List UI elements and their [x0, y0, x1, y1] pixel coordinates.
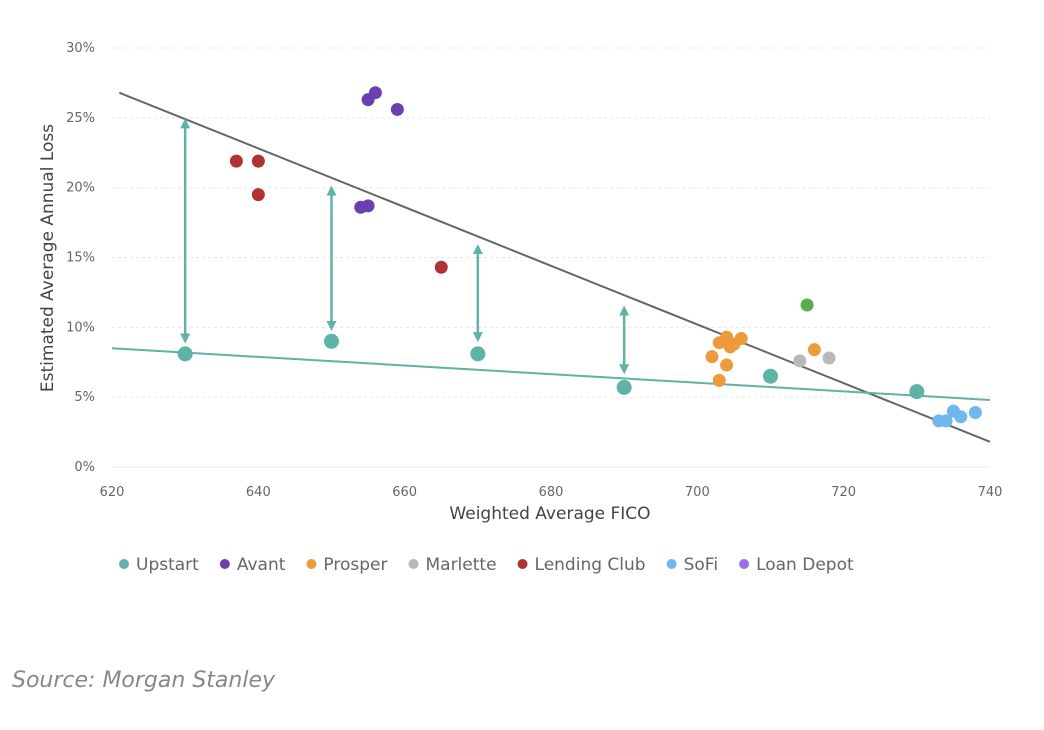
point-upstart — [763, 368, 778, 384]
point-marlette — [793, 354, 807, 368]
point-prosper — [734, 332, 748, 346]
point-upstart — [470, 346, 486, 362]
trend-line — [111, 347, 991, 401]
y-axis-ticks: 0% 5% 10% 15% 20% 25% 30% — [66, 41, 95, 475]
x-tick-label: 640 — [246, 485, 271, 500]
y-tick-label: 0% — [74, 460, 95, 475]
point-sofi — [968, 406, 982, 420]
point-prosper — [807, 343, 821, 357]
point-upstart — [909, 384, 925, 400]
point-extra — [800, 298, 814, 312]
legend-marker-avant — [219, 559, 230, 569]
point-lending-club — [251, 188, 265, 202]
legend-label-prosper: Prosper — [323, 555, 387, 575]
point-upstart — [177, 346, 193, 362]
x-tick-label: 620 — [100, 485, 125, 500]
legend-marker-marlette — [408, 559, 419, 569]
legend-label-marlette: Marlette — [425, 555, 496, 575]
x-tick-label: 700 — [685, 485, 710, 500]
point-upstart — [324, 333, 339, 349]
legend-label-lending-club: Lending Club — [535, 555, 646, 575]
y-tick-label: 15% — [66, 251, 95, 266]
legend-label-loan-depot: Loan Depot — [756, 555, 854, 575]
point-sofi — [939, 414, 953, 428]
legend: Upstart Avant Prosper Marlette Lending Club S… — [119, 555, 854, 575]
point-prosper — [720, 358, 734, 372]
y-tick-label: 20% — [66, 181, 95, 196]
trend-line — [118, 91, 991, 443]
point-upstart — [616, 379, 632, 395]
y-tick-label: 10% — [66, 320, 95, 335]
scatter-chart: 0% 5% 10% 15% 20% 25% 30% 620 640 660 680 700 720 74… — [38, 41, 1003, 575]
x-tick-label: 720 — [831, 485, 856, 500]
point-prosper — [705, 350, 719, 364]
legend-marker-upstart — [119, 559, 129, 569]
data-points — [177, 86, 982, 428]
legend-marker-prosper — [306, 559, 317, 569]
legend-label-avant: Avant — [237, 555, 286, 575]
y-axis-title: Estimated Average Annual Loss — [38, 124, 58, 392]
y-tick-label: 25% — [66, 111, 95, 126]
point-lending-club — [229, 154, 243, 168]
point-marlette — [822, 351, 836, 365]
legend-label-sofi: SoFi — [684, 555, 718, 575]
legend-label-upstart: Upstart — [136, 555, 199, 575]
y-tick-label: 5% — [74, 390, 95, 405]
source-caption: Source: Morgan Stanley — [12, 668, 276, 693]
y-tick-label: 30% — [66, 41, 95, 56]
point-lending-club — [434, 260, 448, 274]
point-avant — [361, 199, 375, 213]
x-axis-title: Weighted Average FICO — [449, 504, 650, 524]
point-avant — [368, 86, 382, 100]
point-prosper — [712, 373, 726, 387]
point-lending-club — [251, 154, 265, 168]
gap-arrows — [180, 118, 630, 375]
x-tick-label: 740 — [978, 485, 1003, 500]
legend-marker-loan-depot — [739, 559, 750, 569]
legend-marker-lending-club — [517, 559, 528, 569]
x-tick-label: 660 — [392, 485, 417, 500]
x-axis-ticks: 620 640 660 680 700 720 740 — [100, 485, 1003, 500]
legend-marker-sofi — [666, 559, 677, 569]
point-avant — [390, 102, 404, 116]
x-tick-label: 680 — [539, 485, 564, 500]
point-sofi — [954, 410, 968, 424]
grid-lines — [112, 47, 990, 468]
trend-lines — [111, 91, 991, 443]
